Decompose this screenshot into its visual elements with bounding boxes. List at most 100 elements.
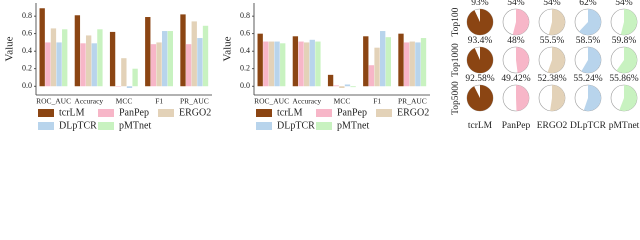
pie-wedge: [547, 47, 566, 73]
bar: [403, 42, 410, 87]
pie-wedge: [467, 85, 494, 111]
pie-label: 48%: [507, 36, 525, 46]
bar: [132, 68, 138, 87]
legend-swatch: [316, 109, 332, 117]
pie-label: 59.8%: [612, 36, 637, 46]
pie-label: 54%: [615, 0, 633, 8]
bar: [109, 31, 116, 87]
bar: [292, 36, 299, 87]
legend-swatch: [158, 109, 174, 117]
bar: [180, 14, 186, 87]
legend-label: ERGO2: [397, 107, 429, 118]
pie-label: 58.5%: [576, 36, 601, 46]
x-tick-label: ROC_AUC: [254, 97, 289, 106]
legend-swatch: [98, 109, 114, 117]
pie-wedge: [581, 47, 602, 73]
bar: [303, 42, 310, 87]
x-tick-label: F1: [373, 97, 381, 106]
pie-label: 54%: [543, 0, 561, 8]
pie-wedge: [548, 9, 566, 36]
bar: [333, 85, 339, 87]
legend-label: tcrLM: [59, 107, 85, 118]
pie-label: 55.86%: [609, 74, 638, 84]
y-tick-label: 0.8: [22, 11, 32, 20]
bar: [374, 47, 380, 87]
bar: [45, 42, 51, 87]
bar: [191, 21, 197, 87]
y-tick-label: 0.6: [22, 28, 32, 37]
x-tick-label: PR_AUC: [180, 97, 209, 106]
legend-label: pMTnet: [119, 120, 151, 131]
figure: Value 0.0 0.2 0.4 0.6 0.8 ROC_AUC Accuracy MCC F1…: [4, 0, 640, 131]
x-tick-label: Accuracy: [292, 97, 321, 106]
bar: [197, 38, 203, 87]
bar: [121, 58, 127, 87]
bar: [350, 86, 356, 88]
y-axis-label: Value: [4, 36, 16, 61]
bar: [274, 41, 280, 87]
bar: [339, 86, 345, 88]
bar: [298, 41, 304, 87]
bar: [409, 41, 415, 87]
column-label: DLpTCR: [570, 121, 607, 131]
bar: [91, 43, 97, 87]
y-tick-label: 0.2: [240, 64, 250, 73]
bar: [263, 41, 269, 87]
legend-swatch: [98, 122, 114, 130]
x-tick-label: PR_AUC: [398, 97, 427, 106]
bar: [145, 17, 151, 87]
pie-wedge: [550, 85, 565, 111]
legend-swatch: [316, 122, 332, 130]
y-axis-label: Value: [222, 36, 234, 61]
bar: [162, 31, 168, 87]
bar: [115, 86, 121, 87]
bar: [167, 31, 173, 87]
column-label: pMTnet: [609, 121, 640, 131]
pie-wedge: [512, 9, 529, 35]
pie-wedge: [467, 9, 493, 35]
y-tick-label: 0.6: [240, 28, 250, 37]
bar: [126, 86, 133, 88]
y-tick-label: 0.0: [22, 81, 32, 90]
bar: [50, 28, 57, 87]
bar: [62, 29, 68, 87]
pie-label: 62%: [579, 0, 597, 8]
pie-label: 52.38%: [537, 74, 566, 84]
legend-label: tcrLM: [277, 107, 303, 118]
pie-label: 54%: [507, 0, 525, 8]
bar: [380, 31, 386, 87]
column-label: PanPep: [502, 121, 531, 131]
pie-label: 49.42%: [501, 74, 530, 84]
bar: [56, 42, 62, 87]
bar: [156, 42, 162, 87]
pie-label: 93.4%: [468, 36, 493, 46]
bar: [202, 25, 209, 87]
pie-wedge: [619, 85, 637, 111]
legend-swatch: [256, 109, 272, 117]
column-label: ERGO2: [537, 121, 568, 131]
legend-label: PanPep: [337, 107, 367, 118]
pie-label: 93%: [471, 0, 489, 8]
legend-label: ERGO2: [179, 107, 211, 118]
y-tick-label: 0.4: [240, 46, 250, 55]
bar: [309, 39, 315, 87]
legend-label: PanPep: [119, 107, 149, 118]
bar: [85, 35, 92, 87]
legend-swatch: [376, 109, 392, 117]
bar: [398, 33, 404, 87]
row-label: Top100: [451, 7, 461, 36]
bar: [327, 74, 334, 87]
pie-label: 92.58%: [465, 74, 494, 84]
legend-swatch: [256, 122, 272, 130]
bar: [368, 65, 375, 87]
bar: [257, 33, 263, 87]
bar: [280, 43, 286, 87]
pie-label: 55.24%: [573, 74, 602, 84]
pie-wedge: [616, 47, 638, 73]
x-tick-label: MCC: [334, 97, 351, 106]
bar: [268, 41, 275, 87]
bar: [415, 42, 421, 87]
y-tick-label: 0.4: [22, 46, 32, 55]
legend-label: DLpTCR: [277, 120, 315, 131]
y-tick-label: 0.2: [22, 64, 32, 73]
